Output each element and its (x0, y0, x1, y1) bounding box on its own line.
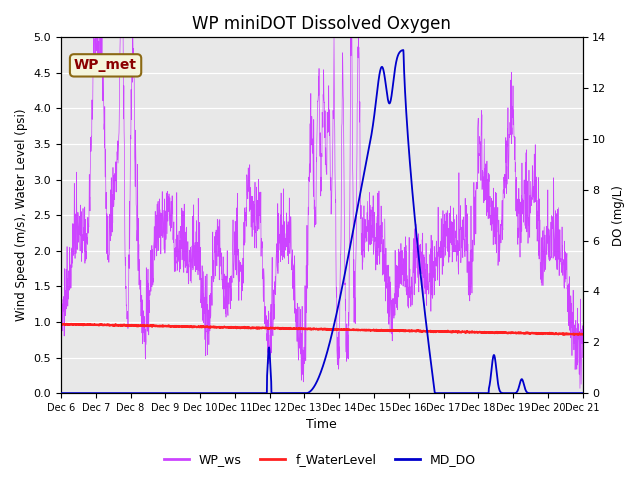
X-axis label: Time: Time (307, 419, 337, 432)
Title: WP miniDOT Dissolved Oxygen: WP miniDOT Dissolved Oxygen (193, 15, 451, 33)
Legend: WP_ws, f_WaterLevel, MD_DO: WP_ws, f_WaterLevel, MD_DO (159, 448, 481, 471)
Y-axis label: DO (mg/L): DO (mg/L) (612, 185, 625, 246)
Text: WP_met: WP_met (74, 59, 137, 72)
Y-axis label: Wind Speed (m/s), Water Level (psi): Wind Speed (m/s), Water Level (psi) (15, 109, 28, 322)
